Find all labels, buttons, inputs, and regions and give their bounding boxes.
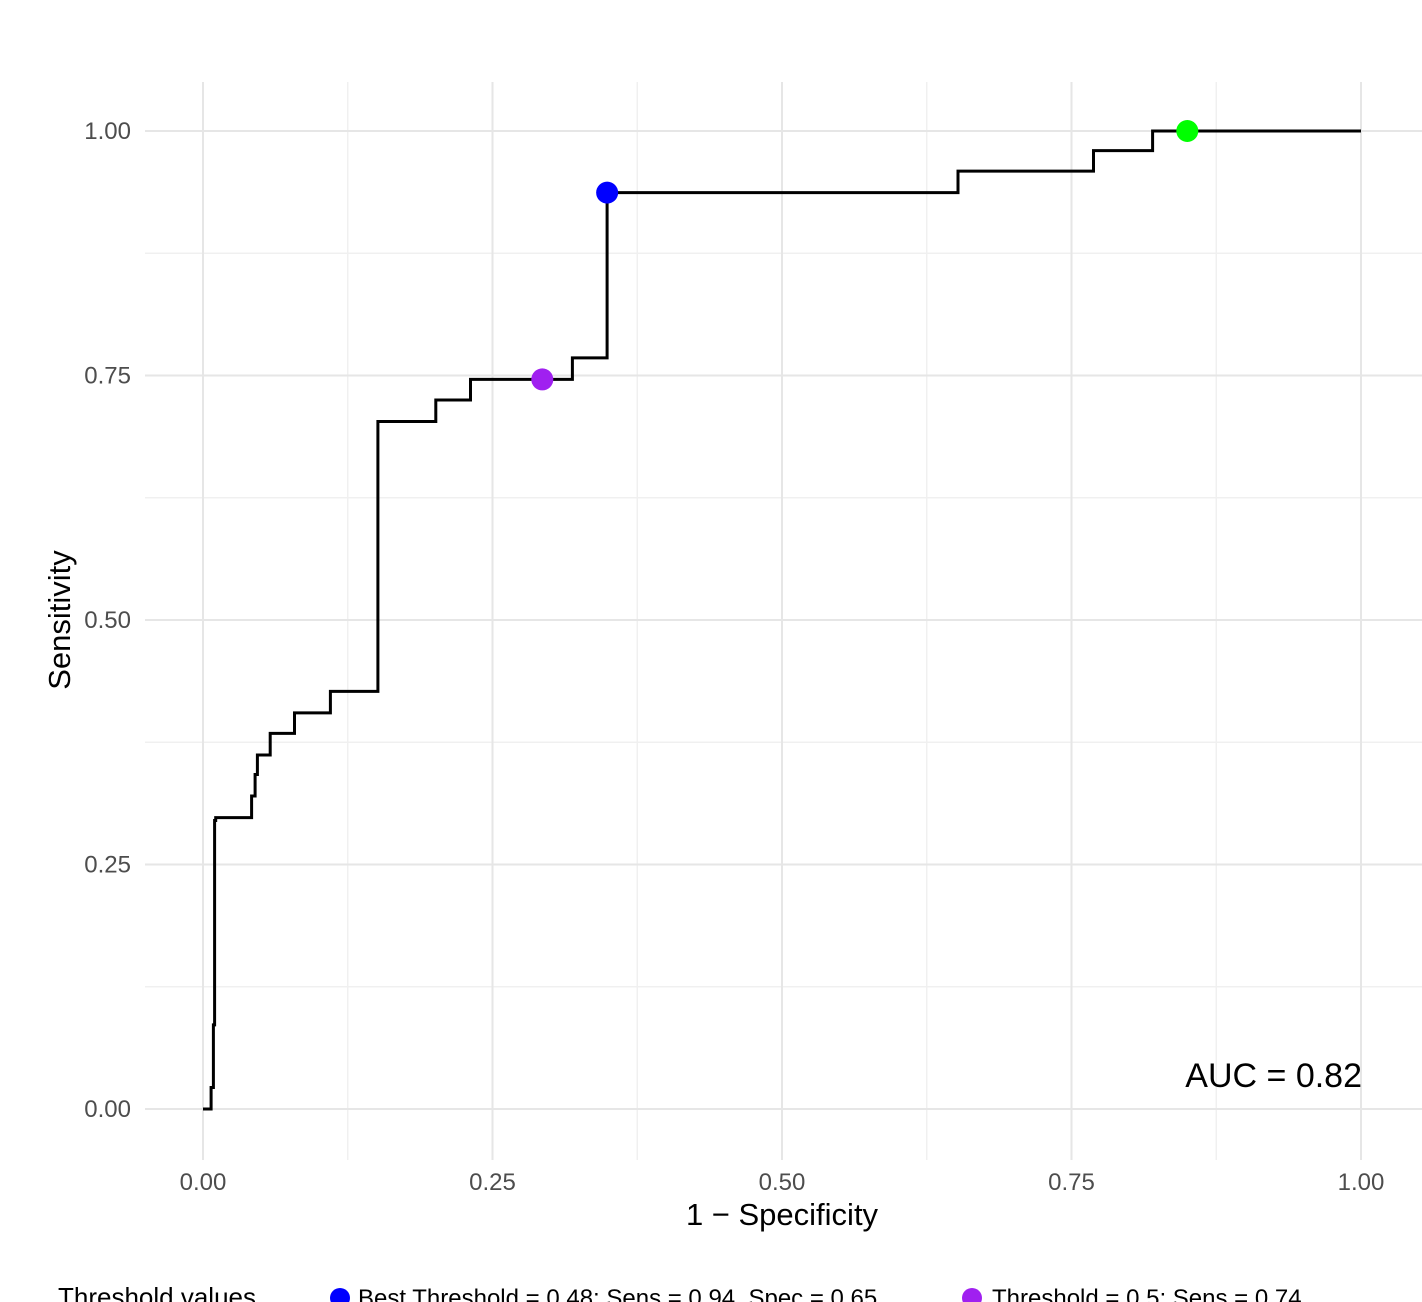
grid-major (145, 82, 1422, 1160)
y-axis-title: Sensitivity (42, 550, 77, 690)
x-tick-label: 0.50 (759, 1169, 806, 1196)
point-best-threshold (596, 181, 619, 204)
x-tick-label: 0.25 (469, 1169, 516, 1196)
y-tick-label: 0.50 (84, 607, 131, 634)
y-tick-label: 0.75 (84, 363, 131, 390)
legend-label-threshold-0-5: Threshold = 0.5; Sens = 0.74 (992, 1285, 1302, 1302)
point-threshold-0.5 (531, 368, 554, 391)
x-tick-labels: 0.00 0.25 0.50 0.75 1.00 (180, 1169, 1385, 1196)
roc-curve-line (203, 129, 1361, 1111)
x-axis-title: 1 − Specificity (686, 1197, 879, 1232)
legend-label-best-threshold: Best Threshold = 0.48; Sens = 0.94, Spec… (358, 1285, 877, 1302)
x-tick-label: 0.00 (180, 1169, 227, 1196)
roc-curve-layer (203, 129, 1361, 1111)
legend-key-best-threshold (330, 1288, 350, 1302)
y-tick-label: 0.00 (84, 1096, 131, 1123)
auc-annotation: AUC = 0.82 (1185, 1057, 1362, 1095)
point-threshold-green (1176, 120, 1199, 142)
x-tick-label: 1.00 (1338, 1169, 1385, 1196)
legend-key-threshold-0-5 (962, 1288, 982, 1302)
y-tick-label: 1.00 (84, 118, 131, 145)
legend: Threshold values Best Threshold = 0.48; … (58, 1282, 1302, 1302)
legend-title: Threshold values (58, 1282, 256, 1302)
x-tick-label: 0.75 (1048, 1169, 1095, 1196)
threshold-points-layer (531, 120, 1199, 391)
y-tick-labels: 0.00 0.25 0.50 0.75 1.00 (84, 118, 131, 1123)
y-tick-label: 0.25 (84, 852, 131, 879)
